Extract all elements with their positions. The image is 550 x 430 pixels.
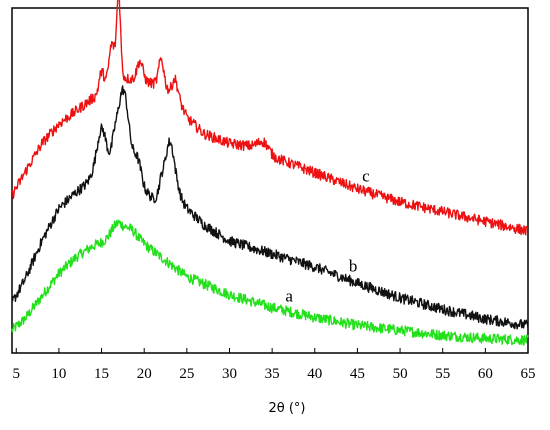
x-tick-label: 35 [265,366,280,382]
curves-layer [11,0,529,346]
curve-label-a: a [285,287,293,306]
x-tick-label: 40 [307,366,322,382]
series-line-c [11,0,529,236]
x-tick-label: 15 [94,366,109,382]
plot-frame [11,7,529,354]
x-tick-label: 60 [478,366,493,382]
x-axis-label: 2θ (°) [268,401,305,416]
x-tick-label: 65 [521,366,536,382]
x-axis-ticks: 5 10 15 20 25 30 35 40 45 50 55 60 65 [13,348,536,382]
x-tick-label: 30 [222,366,237,382]
series-line-a [11,219,529,346]
curve-labels-layer: a b c [285,167,370,306]
x-tick-label: 10 [51,366,66,382]
series-line-b [11,85,529,330]
curve-label-c: c [362,167,370,186]
x-tick-label: 20 [137,366,152,382]
x-tick-label: 50 [393,366,408,382]
x-tick-label: 55 [435,366,450,382]
x-tick-label: 45 [350,366,365,382]
x-tick-label: 5 [13,366,21,382]
x-tick-label: 25 [179,366,194,382]
curve-label-b: b [349,257,358,276]
